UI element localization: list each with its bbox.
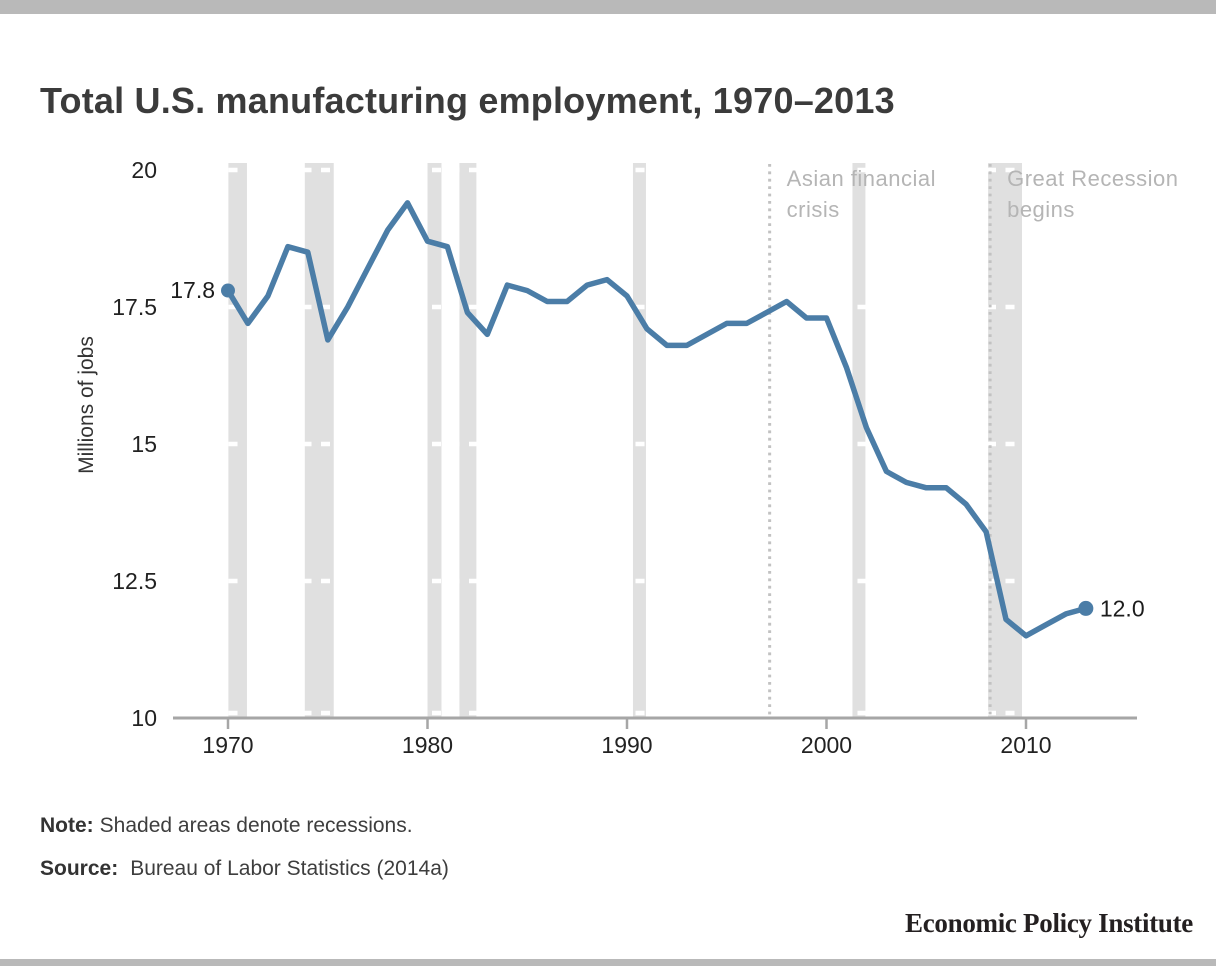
source-label: Source: bbox=[40, 857, 119, 880]
start-point-label: 17.8 bbox=[170, 277, 215, 303]
recession-band-5 bbox=[852, 163, 866, 717]
employment-chart: Asian financial crisis Great Recession begi… bbox=[75, 157, 1178, 758]
recession-band-1 bbox=[304, 163, 334, 717]
x-axis-tick-label-1: 1980 bbox=[402, 732, 453, 758]
employment-line bbox=[225, 200, 1089, 639]
y-axis-tick-label-0: 10 bbox=[131, 705, 157, 731]
y-axis-tick-label-4: 20 bbox=[131, 157, 157, 183]
y-axis-title: Millions of jobs bbox=[75, 336, 98, 474]
annotation-text-1-line-0: Great Recession bbox=[1007, 166, 1178, 191]
y-axis-tick-label-2: 15 bbox=[131, 431, 157, 457]
top-bar bbox=[0, 0, 1216, 14]
recession-band-4 bbox=[632, 163, 646, 717]
note: Note: Shaded areas denote recessions. bbox=[40, 814, 413, 838]
recession-band-2 bbox=[427, 163, 442, 717]
annotation-text-0-line-1: crisis bbox=[787, 197, 840, 222]
x-axis-tick-label-4: 2010 bbox=[1000, 732, 1051, 758]
x-axis-tick-label-3: 2000 bbox=[801, 732, 852, 758]
note-label: Note: bbox=[40, 814, 94, 837]
source: Source: Bureau of Labor Statistics (2014a… bbox=[40, 857, 449, 881]
recession-band-3 bbox=[459, 163, 477, 717]
source-text: Bureau of Labor Statistics (2014a) bbox=[130, 857, 449, 880]
recession-band-6 bbox=[988, 163, 1023, 717]
end-point-label: 12.0 bbox=[1100, 595, 1145, 621]
chart-title: Total U.S. manufacturing employment, 197… bbox=[40, 80, 895, 122]
start-point-marker bbox=[221, 283, 235, 298]
x-axis-tick-label-2: 1990 bbox=[601, 732, 652, 758]
epi-wordmark: Economic Policy Institute bbox=[905, 908, 1193, 938]
annotation-text-0-line-0: Asian financial bbox=[787, 166, 936, 191]
recession-band-0 bbox=[228, 163, 247, 717]
end-point-marker bbox=[1078, 600, 1094, 616]
annotation-text-1-line-1: begins bbox=[1007, 197, 1075, 222]
bottom-bar bbox=[0, 959, 1216, 966]
y-axis-tick-label-3: 17.5 bbox=[112, 294, 157, 320]
x-axis-tick-label-0: 1970 bbox=[202, 732, 253, 758]
y-axis-tick-label-1: 12.5 bbox=[112, 568, 157, 594]
note-text: Shaded areas denote recessions. bbox=[99, 814, 413, 837]
